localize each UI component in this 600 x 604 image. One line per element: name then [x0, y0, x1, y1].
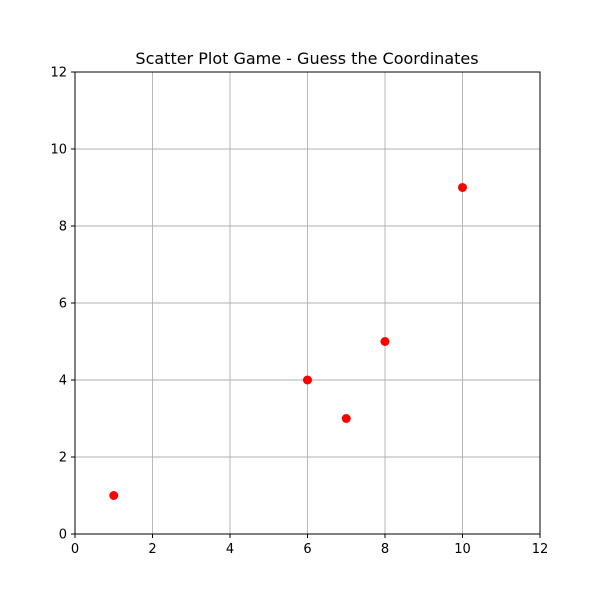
- y-tick-label: 2: [59, 451, 67, 466]
- y-tick-label: 10: [50, 143, 67, 158]
- x-axis-ticks: 0 2 4 6 8 10 12: [71, 534, 548, 557]
- scatter-point: [380, 337, 390, 346]
- scatter-point: [303, 375, 312, 385]
- x-tick-label: 4: [226, 542, 234, 557]
- x-tick-label: 8: [381, 542, 389, 557]
- scatter-point: [458, 183, 467, 192]
- x-tick-label: 6: [303, 542, 311, 557]
- x-tick-label: 10: [454, 542, 471, 557]
- x-tick-label: 0: [71, 542, 79, 557]
- scatter-point: [109, 491, 119, 500]
- x-tick-label: 12: [532, 542, 549, 557]
- y-tick-label: 12: [50, 66, 67, 81]
- y-tick-label: 8: [59, 220, 67, 235]
- y-tick-label: 6: [59, 297, 67, 312]
- chart-title: Scatter Plot Game - Guess the Coordinate…: [135, 49, 478, 68]
- y-axis-ticks: 0 2 4 6 8 10 12: [50, 66, 75, 543]
- y-tick-label: 4: [59, 374, 67, 389]
- data-points: [109, 183, 467, 500]
- y-tick-label: 0: [59, 528, 67, 543]
- scatter-point: [341, 414, 351, 423]
- x-tick-label: 2: [148, 542, 156, 557]
